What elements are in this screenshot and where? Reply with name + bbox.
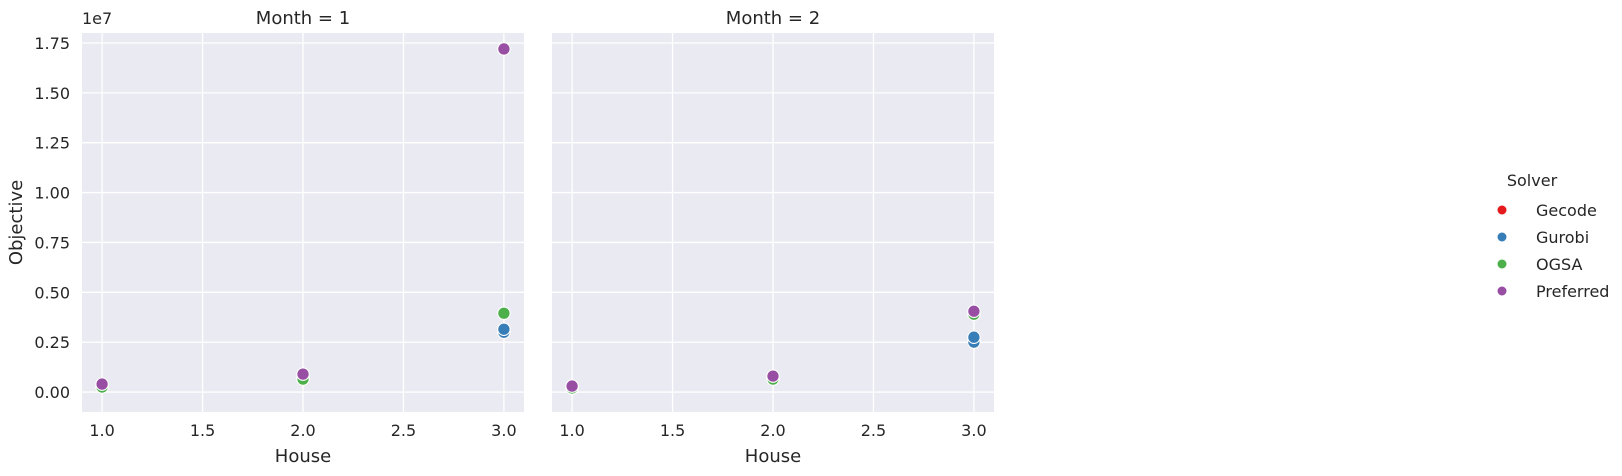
legend-marker-gurobi bbox=[1497, 232, 1507, 242]
y-tick-label: 0.50 bbox=[34, 283, 70, 302]
panel-title: Month = 1 bbox=[256, 8, 350, 29]
y-tick-label: 0.75 bbox=[34, 233, 70, 252]
point-ogsa bbox=[497, 306, 511, 321]
x-tick-label: 2.0 bbox=[290, 421, 315, 440]
x-tick-label: 3.0 bbox=[961, 421, 986, 440]
x-axis-label: House bbox=[745, 446, 801, 467]
x-axis-label: House bbox=[275, 446, 331, 467]
point-preferred bbox=[497, 42, 511, 56]
y-tick-label: 0.25 bbox=[34, 333, 70, 352]
x-tick-label: 2.5 bbox=[391, 421, 416, 440]
x-tick-label: 1.5 bbox=[660, 421, 685, 440]
legend-label-gecode: Gecode bbox=[1536, 201, 1597, 220]
legend-label-ogsa: OGSA bbox=[1536, 255, 1582, 274]
point-gurobi bbox=[967, 330, 981, 344]
legend-marker-gecode bbox=[1497, 205, 1507, 215]
x-tick-label: 2.5 bbox=[861, 421, 886, 440]
legend-marker-preferred bbox=[1497, 286, 1507, 296]
y-axis-label: Objective bbox=[6, 180, 27, 265]
y-tick-label: 0.00 bbox=[34, 383, 70, 402]
point-preferred bbox=[967, 304, 981, 319]
x-tick-label: 1.0 bbox=[559, 421, 584, 440]
y-tick-label: 1.50 bbox=[34, 84, 70, 103]
legend-label-gurobi: Gurobi bbox=[1536, 228, 1589, 247]
legend-marker-ogsa bbox=[1497, 259, 1507, 269]
x-tick-label: 1.5 bbox=[190, 421, 215, 440]
legend-title: Solver bbox=[1507, 171, 1558, 190]
x-tick-label: 1.0 bbox=[89, 421, 114, 440]
y-axis-offset-label: 1e7 bbox=[82, 9, 112, 28]
panels: 1.0 1.5 2.0 2.5 3.0 0.00 0.25 0.50 0.75 1.00 1.25 1… bbox=[34, 8, 994, 467]
point-preferred bbox=[95, 377, 109, 391]
panel-1: 1.0 1.5 2.0 2.5 3.0 0.00 0.25 0.50 0.75 1.00 1.25 1… bbox=[34, 8, 524, 467]
y-tick-label: 1.25 bbox=[34, 134, 70, 153]
x-tick-label: 2.0 bbox=[760, 421, 785, 440]
legend-label-preferred: Preferred bbox=[1536, 282, 1609, 301]
panel-title: Month = 2 bbox=[726, 8, 820, 29]
point-preferred bbox=[766, 369, 780, 383]
point-preferred bbox=[565, 379, 579, 393]
panel-2: 1.0 1.5 2.0 2.5 3.0 Month = 2 House bbox=[552, 8, 994, 467]
point-gurobi bbox=[497, 322, 511, 336]
y-tick-label: 1.75 bbox=[34, 34, 70, 53]
y-tick-label: 1.00 bbox=[34, 184, 70, 203]
legend: Solver Gecode Gurobi OGSA Preferred bbox=[1497, 171, 1609, 301]
x-tick-label: 3.0 bbox=[491, 421, 516, 440]
point-preferred bbox=[296, 367, 310, 381]
